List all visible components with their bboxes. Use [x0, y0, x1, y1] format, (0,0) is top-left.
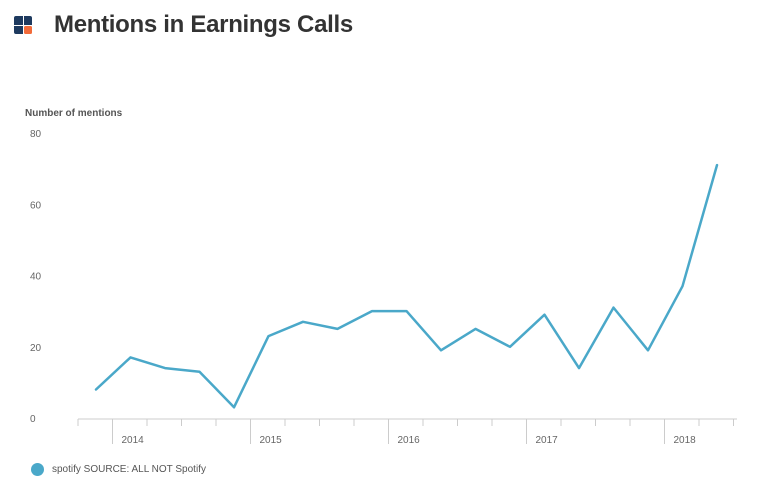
- y-tick-label: 20: [30, 343, 42, 354]
- x-tick-label: 2015: [260, 435, 283, 446]
- x-tick-label: 2018: [674, 435, 697, 446]
- x-tick-label: 2016: [398, 435, 421, 446]
- brand-logo-icon: [12, 14, 34, 36]
- y-tick-label: 0: [30, 414, 36, 425]
- y-tick-label: 40: [30, 272, 42, 283]
- legend-swatch: [31, 463, 44, 476]
- page-title: Mentions in Earnings Calls: [54, 11, 353, 38]
- x-tick-label: 2017: [536, 435, 559, 446]
- header: Mentions in Earnings Calls: [12, 8, 353, 42]
- legend-label: spotify SOURCE: ALL NOT Spotify: [52, 464, 206, 475]
- y-tick-label: 60: [30, 200, 42, 211]
- x-tick-label: 2014: [122, 435, 145, 446]
- y-tick-label: 80: [30, 129, 42, 140]
- y-axis-label: Number of mentions: [25, 108, 123, 119]
- series-line: [94, 163, 719, 409]
- legend[interactable]: spotify SOURCE: ALL NOT Spotify: [31, 463, 206, 476]
